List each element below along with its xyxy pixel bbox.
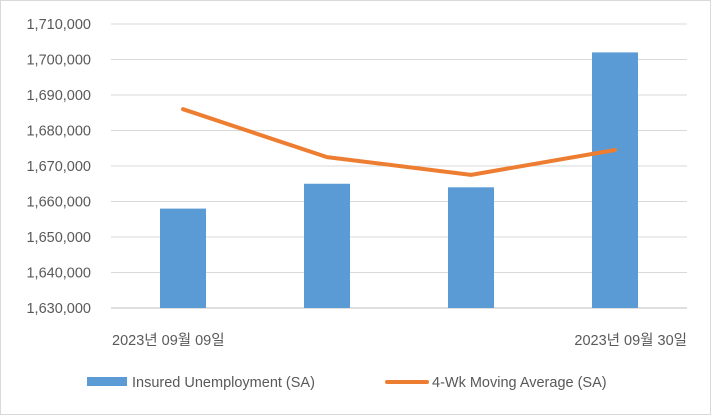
legend: Insured Unemployment (SA) 4-Wk Moving Av…	[87, 375, 607, 391]
legend-label-bar: Insured Unemployment (SA)	[132, 375, 315, 391]
y-tick-label: 1,680,000	[26, 124, 91, 140]
y-axis-ticks: 1,630,000 1,640,000 1,650,000 1,660,000 1,67…	[26, 17, 91, 317]
bar-layer	[160, 52, 638, 309]
y-tick-label: 1,630,000	[26, 301, 91, 317]
y-tick-label: 1,710,000	[26, 17, 91, 33]
line-layer	[181, 107, 617, 177]
moving-average-line	[181, 107, 617, 177]
y-tick-label: 1,640,000	[26, 266, 91, 282]
y-tick-label: 1,660,000	[26, 195, 91, 211]
y-tick-label: 1,700,000	[26, 53, 91, 69]
bar	[592, 52, 638, 309]
bar	[448, 187, 494, 308]
bar	[304, 183, 350, 308]
x-axis-ticks: 2023년 09월 09일 2023년 09월 30일	[112, 332, 687, 349]
y-tick-label: 1,690,000	[26, 88, 91, 104]
y-tick-label: 1,650,000	[26, 230, 91, 246]
legend-label-line: 4-Wk Moving Average (SA)	[432, 375, 607, 391]
x-tick-label-last: 2023년 09월 30일	[574, 332, 687, 349]
bar	[160, 208, 206, 308]
y-tick-label: 1,670,000	[26, 159, 91, 175]
x-tick-label-first: 2023년 09월 09일	[112, 332, 225, 349]
legend-swatch-bar	[87, 377, 127, 386]
